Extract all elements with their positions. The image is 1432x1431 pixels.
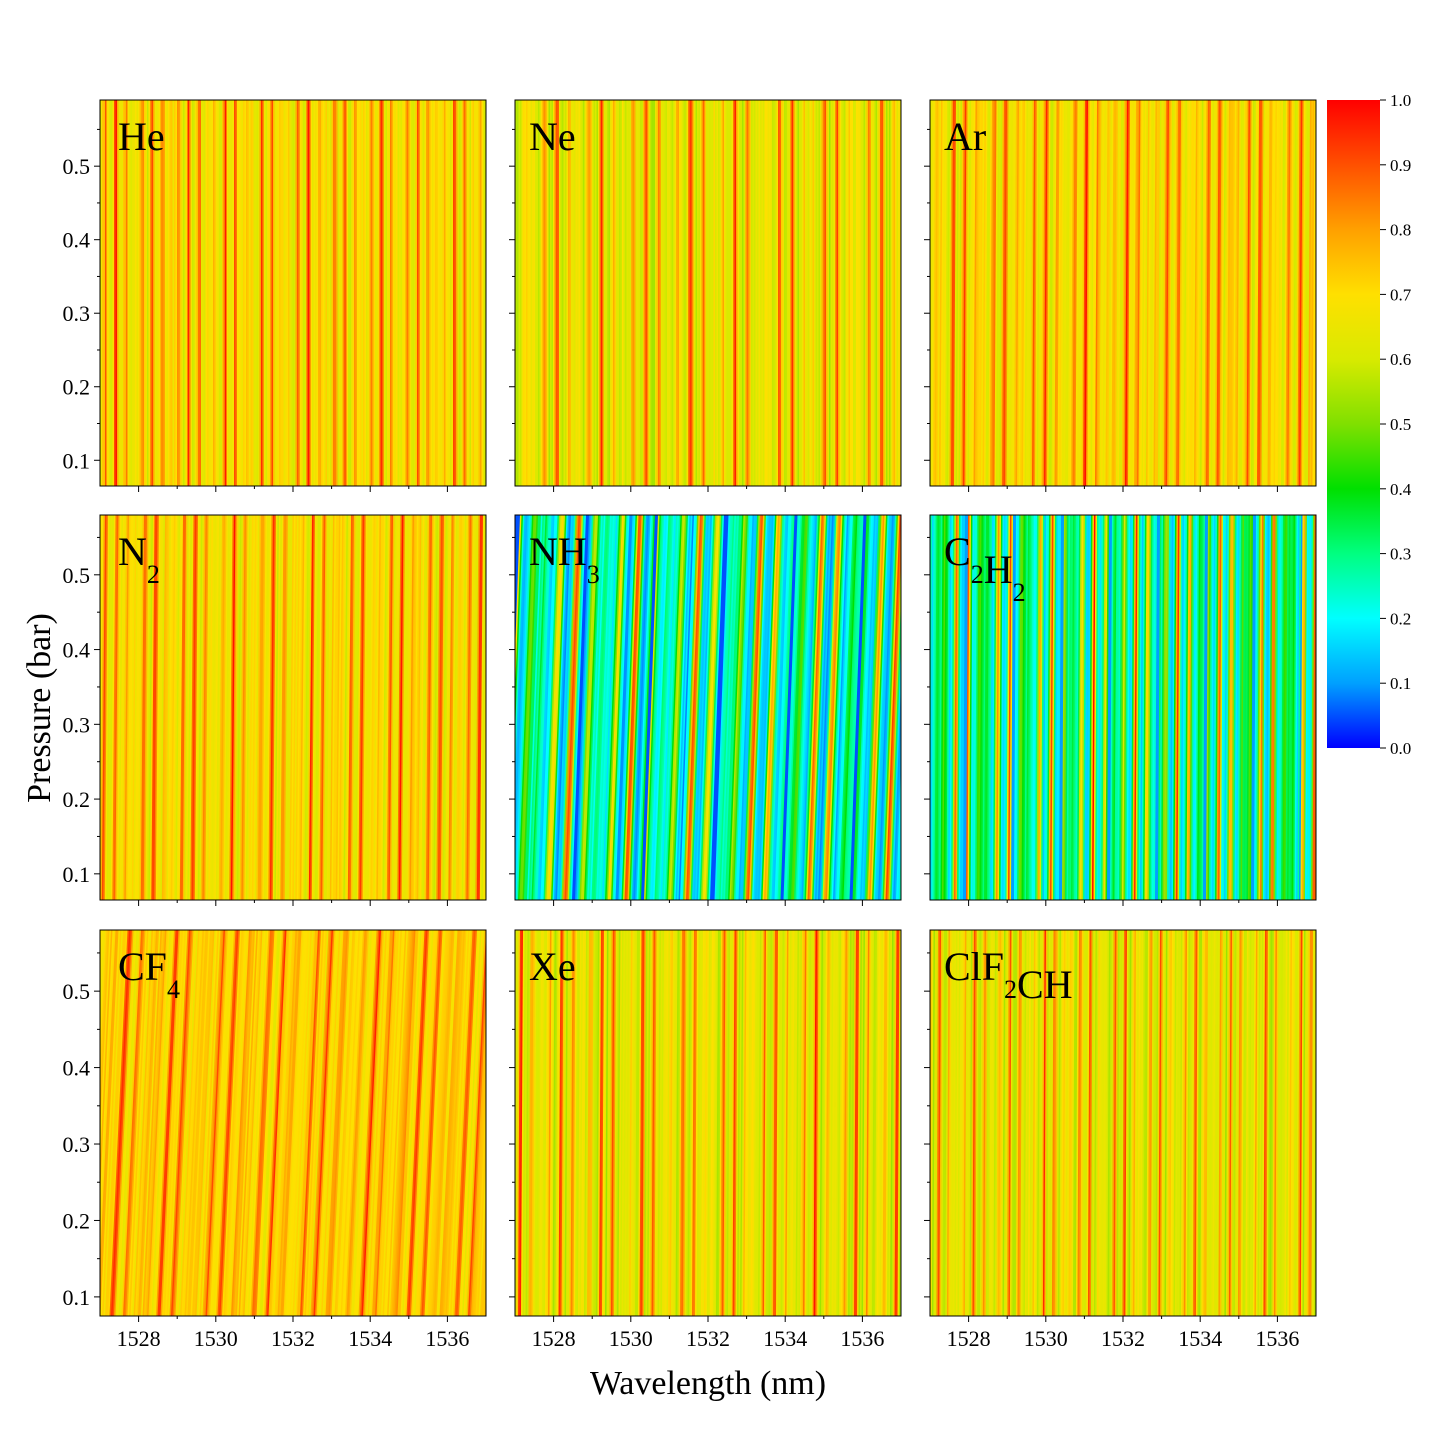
colorbar-tick-label: 0.5	[1390, 415, 1411, 434]
panel-clf2ch: 1528 1530 1532 1534 1536 ClF2CH	[924, 929, 1317, 1351]
y-tick-label: 0.2	[63, 1208, 91, 1233]
x-tick-label: 1534	[1178, 1326, 1222, 1351]
x-tick-label: 1534	[348, 1326, 392, 1351]
heatmap-fringes	[100, 515, 486, 900]
y-tick-label: 0.3	[63, 1132, 91, 1157]
gas-label: NH3	[529, 529, 600, 589]
heatmap-fringes	[100, 100, 486, 486]
panel-xe: 1528 1530 1532 1534 1536 Xe	[509, 929, 902, 1351]
y-tick-label: 0.2	[63, 375, 91, 400]
x-tick-label: 1528	[947, 1326, 991, 1351]
colorbar-tick-label: 0.0	[1390, 739, 1411, 758]
panel-ar: Ar	[924, 99, 1317, 492]
gas-label: He	[118, 114, 165, 159]
heatmap-fringes	[515, 515, 901, 900]
y-tick-label: 0.5	[63, 563, 91, 588]
x-tick-label: 1532	[1101, 1326, 1145, 1351]
gas-label: ClF2CH	[944, 944, 1073, 1007]
colorbar: 0.0 0.1 0.2 0.3 0.4 0.5 0.6 0.7 0.8 0.9 1.0	[1327, 91, 1412, 758]
x-axis-label: Wavelength (nm)	[590, 1365, 826, 1402]
panel-ne: Ne	[509, 99, 902, 492]
x-tick-label: 1532	[271, 1326, 315, 1351]
y-tick-label: 0.2	[63, 787, 91, 812]
panel-c2h2: C2H2	[924, 514, 1317, 906]
x-tick-label: 1536	[425, 1326, 469, 1351]
colorbar-tick-label: 0.8	[1390, 221, 1411, 240]
gas-label: Xe	[529, 944, 576, 989]
colorbar-tick-label: 0.4	[1390, 480, 1412, 499]
y-tick-label: 0.3	[63, 712, 91, 737]
y-tick-label: 0.4	[63, 638, 91, 663]
y-tick-label: 0.4	[63, 1056, 91, 1081]
y-tick-label: 0.1	[63, 1285, 91, 1310]
colorbar-tick-label: 0.9	[1390, 156, 1411, 175]
heatmap-fringes	[930, 515, 1316, 900]
x-tick-label: 1528	[532, 1326, 576, 1351]
colorbar-tick-label: 0.2	[1390, 609, 1411, 628]
x-tick-label: 1530	[609, 1326, 653, 1351]
y-tick-label: 0.1	[63, 862, 91, 887]
y-tick-label: 0.1	[63, 448, 91, 473]
panel-n2: 0.1 0.2 0.3 0.4 0.5 N2	[63, 514, 487, 906]
y-tick-label: 0.3	[63, 301, 91, 326]
x-tick-label: 1536	[1255, 1326, 1299, 1351]
colorbar-tick-label: 1.0	[1390, 91, 1411, 110]
gas-label: Ar	[944, 114, 986, 159]
colorbar-tick-label: 0.7	[1390, 285, 1412, 304]
gas-label: CF4	[118, 944, 180, 1004]
colorbar-gradient	[1327, 100, 1380, 748]
heatmap-fringes	[930, 100, 1316, 486]
panel-cf4: 0.1 0.2 0.3 0.4 0.5 1528 1530 1532 1534 1536 CF4	[63, 929, 487, 1351]
y-tick-label: 0.4	[63, 228, 91, 253]
colorbar-tick-label: 0.1	[1390, 674, 1411, 693]
heatmap-fringes	[930, 930, 1316, 1316]
x-tick-label: 1532	[686, 1326, 730, 1351]
x-tick-label: 1530	[194, 1326, 238, 1351]
colorbar-tick-label: 0.6	[1390, 350, 1411, 369]
gas-label: N2	[118, 529, 160, 589]
gas-label: Ne	[529, 114, 576, 159]
colorbar-tick-label: 0.3	[1390, 545, 1411, 564]
heatmap-fringes	[515, 930, 901, 1316]
panel-he: 0.1 0.2 0.3 0.4 0.5 He	[63, 99, 487, 492]
y-tick-label: 0.5	[63, 979, 91, 1004]
panel-grid: 0.1 0.2 0.3 0.4 0.5 He Ne Ar 0.1 0.2 0.3 0.4 0.5 N2 NH…	[63, 99, 1317, 1351]
x-tick-label: 1528	[117, 1326, 161, 1351]
heatmap-fringes	[100, 930, 486, 1316]
x-tick-label: 1534	[763, 1326, 807, 1351]
panel-nh3: NH3	[509, 514, 902, 906]
x-tick-label: 1536	[840, 1326, 884, 1351]
y-axis-label: Pressure (bar)	[21, 613, 58, 803]
gas-label: C2H2	[944, 529, 1026, 607]
heatmap-fringes	[515, 100, 901, 486]
y-tick-label: 0.5	[63, 154, 91, 179]
x-tick-label: 1530	[1024, 1326, 1068, 1351]
